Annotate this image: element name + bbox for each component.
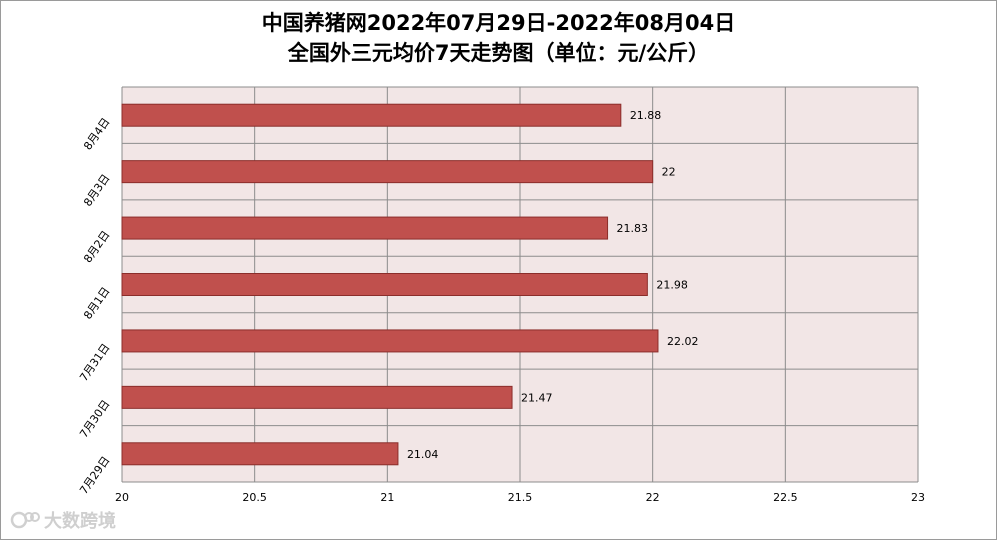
bar bbox=[121, 216, 609, 240]
y-category-label: 8月2日 bbox=[81, 228, 112, 265]
bar bbox=[121, 103, 622, 127]
y-category-label: 7月29日 bbox=[77, 454, 112, 497]
bar bbox=[121, 385, 513, 409]
bar bbox=[121, 442, 399, 466]
bar bbox=[121, 160, 654, 184]
y-category-label: 7月30日 bbox=[77, 398, 112, 441]
watermark: 大数跨境 bbox=[10, 507, 116, 533]
bar bbox=[121, 273, 648, 296]
y-category-label: 8月3日 bbox=[81, 172, 112, 209]
chart-title: 中国养猪网2022年07月29日-2022年08月04日 bbox=[261, 11, 736, 35]
watermark-logo-icon bbox=[10, 509, 40, 531]
x-tick-label: 20.5 bbox=[242, 491, 267, 504]
y-category-label: 8月1日 bbox=[81, 285, 112, 322]
bar bbox=[121, 329, 659, 353]
y-category-label: 8月4日 bbox=[81, 115, 112, 152]
chart-title-block: 中国养猪网2022年07月29日-2022年08月04日 全国外三元均价7天走势… bbox=[0, 8, 997, 68]
x-tick-label: 21 bbox=[380, 491, 394, 504]
chart-subtitle: 全国外三元均价7天走势图（单位：元/公斤） bbox=[287, 41, 710, 65]
x-tick-label: 22 bbox=[646, 491, 660, 504]
data-label: 22.02 bbox=[667, 335, 699, 348]
data-label: 21.04 bbox=[407, 448, 439, 461]
data-label: 22 bbox=[662, 166, 676, 179]
data-label: 21.98 bbox=[656, 279, 688, 292]
data-label: 21.83 bbox=[617, 222, 649, 235]
x-tick-label: 21.5 bbox=[508, 491, 533, 504]
x-tick-label: 22.5 bbox=[773, 491, 798, 504]
watermark-text: 大数跨境 bbox=[44, 511, 116, 532]
data-label: 21.88 bbox=[630, 109, 662, 122]
y-category-label: 7月31日 bbox=[77, 341, 112, 384]
x-tick-label: 23 bbox=[911, 491, 925, 504]
x-tick-label: 20 bbox=[115, 491, 129, 504]
data-label: 21.47 bbox=[521, 391, 553, 404]
